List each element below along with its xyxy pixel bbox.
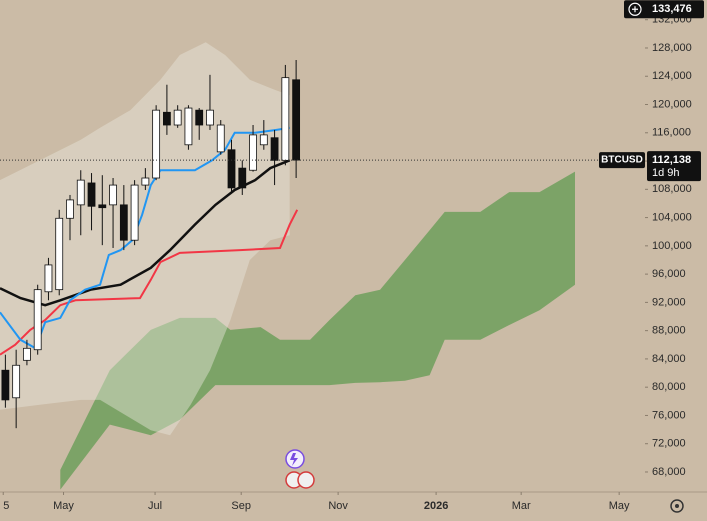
crosshair-label: 133,476 <box>652 3 692 15</box>
candle-body <box>292 79 301 161</box>
axes: 68,000 72,000 76,000 80,000 84,000 88,000 92,0… <box>2 14 692 512</box>
candle-body <box>66 199 74 219</box>
candle-body <box>141 177 150 186</box>
symbol-tag-bg <box>599 152 645 169</box>
y-tick-label: 100,000 <box>652 240 692 252</box>
candle-body <box>55 217 64 291</box>
candle-body <box>173 109 182 126</box>
candle-body <box>163 111 171 126</box>
event-icon-glyph <box>290 453 298 466</box>
crosshair-box-bg <box>624 0 704 19</box>
candle-body <box>109 184 117 206</box>
candle-body <box>76 179 85 206</box>
candle-body <box>152 109 161 179</box>
candle-body <box>98 204 107 209</box>
candle-body <box>249 134 257 171</box>
plot-area <box>0 42 576 490</box>
price-label: 112,138 <box>652 154 691 166</box>
y-tick-label: 72,000 <box>652 438 686 450</box>
symbol-tag: BTCUSD <box>601 155 643 166</box>
y-tick-label: 128,000 <box>652 42 692 54</box>
price-box-bg <box>647 151 701 182</box>
x-tick-label: Sep <box>231 500 251 512</box>
x-tick-label: Mar <box>512 500 531 512</box>
candle-body <box>270 137 279 161</box>
indicator-line <box>0 209 299 356</box>
y-tick-label: 68,000 <box>652 466 686 478</box>
y-tick-label: 88,000 <box>652 325 686 337</box>
x-tick-label: Nov <box>328 500 348 512</box>
x-tick-label: May <box>609 500 630 512</box>
candle-body <box>195 109 204 126</box>
add-alert-button[interactable] <box>628 2 642 16</box>
ichimoku-cloud <box>60 171 576 490</box>
candle-body <box>216 124 225 153</box>
countdown-label: 1d 9h <box>652 167 680 179</box>
y-tick-label: 120,000 <box>652 98 692 110</box>
y-tick-label: 104,000 <box>652 211 692 223</box>
candle-body <box>227 149 236 189</box>
y-tick-label: 124,000 <box>652 70 692 82</box>
candle-body <box>238 167 247 189</box>
candle-body <box>281 77 290 161</box>
candle-body <box>87 182 96 207</box>
indicator-line <box>0 159 291 307</box>
candle-body <box>130 184 139 241</box>
gear-center <box>675 504 679 508</box>
plus-icon <box>632 6 638 13</box>
y-tick-label: 116,000 <box>652 127 691 139</box>
candle-body <box>206 109 214 126</box>
x-tick-label: 5 <box>3 500 9 512</box>
x-tick-label: Jul <box>148 500 162 512</box>
candle-body <box>23 347 31 361</box>
event-icon[interactable] <box>297 471 315 489</box>
x-tick-label: May <box>53 500 74 512</box>
gear-icon[interactable] <box>670 499 684 513</box>
candle-body <box>119 204 128 241</box>
candle-body <box>44 264 53 293</box>
candle-body <box>259 134 268 146</box>
y-tick-label: 80,000 <box>652 381 686 393</box>
x-tick-label: 2026 <box>424 500 448 512</box>
y-tick-label: 108,000 <box>652 183 692 195</box>
settings-button[interactable] <box>670 499 684 513</box>
event-icons <box>285 449 315 489</box>
candle-body <box>12 364 21 399</box>
y-tick-label: 76,000 <box>652 409 686 421</box>
candle-body <box>184 107 193 146</box>
y-tick-label: 84,000 <box>652 353 686 365</box>
y-tick-label: 92,000 <box>652 296 686 308</box>
candle-body <box>33 289 42 351</box>
y-tick-label: 96,000 <box>652 268 686 280</box>
candle-body <box>1 369 10 401</box>
